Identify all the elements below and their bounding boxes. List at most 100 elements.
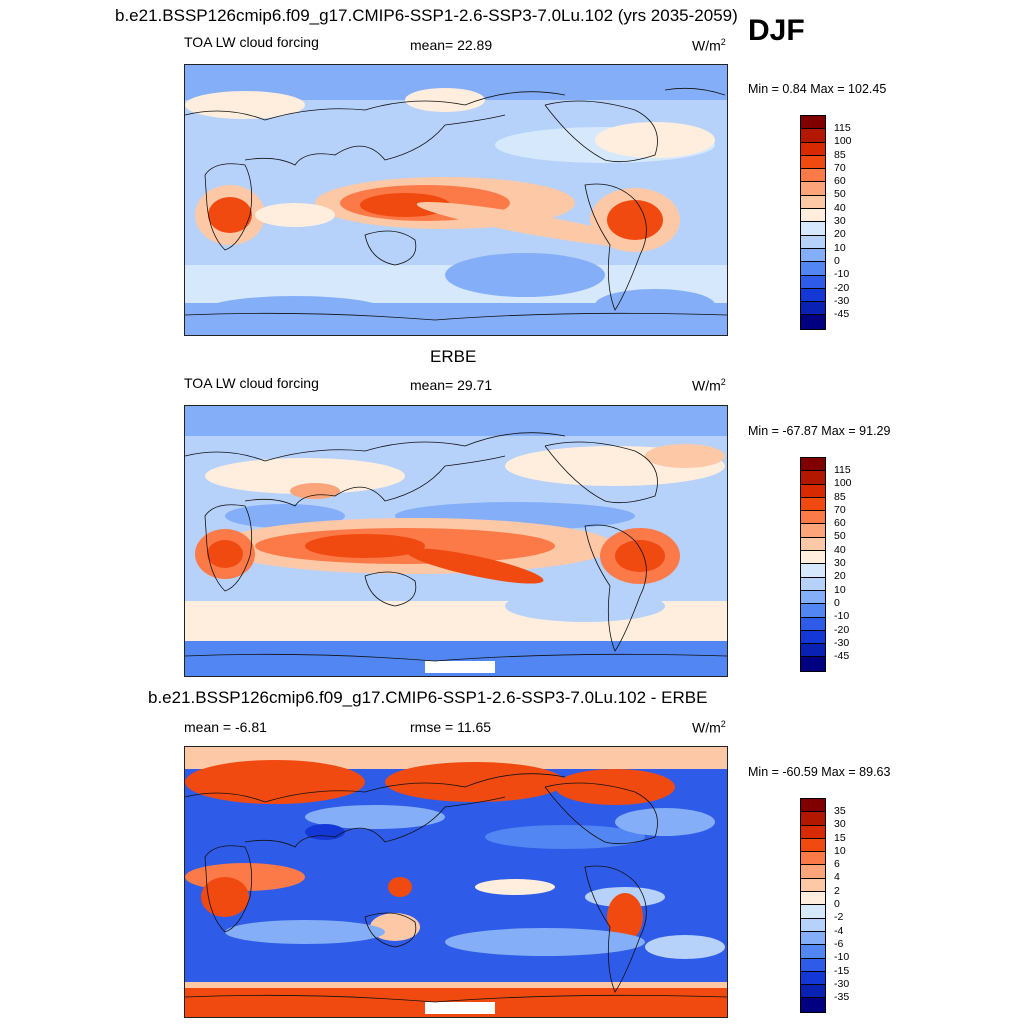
colorbar-tick-label: -10 (834, 268, 850, 281)
panel3-coastlines (185, 773, 727, 1003)
panel3-units: W/m2 (692, 719, 726, 736)
colorbar-tick-label: -30 (834, 977, 850, 990)
colorbar-tick-label: 60 (834, 517, 846, 530)
colorbar-swatch (801, 302, 825, 316)
colorbar-swatch (801, 222, 825, 236)
colorbar-tick-label: 115 (834, 122, 851, 134)
panel1-colorbar-ticks: 115 100 85 70 60 50 40 30 20 10 0 -10 -20 -30 -45 (834, 122, 852, 321)
colorbar-tick-label: -2 (834, 911, 844, 924)
colorbar-swatch (801, 511, 825, 525)
colorbar-tick-label: 30 (834, 215, 846, 228)
colorbar-tick-label: -20 (834, 281, 850, 294)
colorbar-swatch (801, 524, 825, 538)
panel3-rmse-label: rmse = 11.65 (410, 719, 492, 735)
colorbar-tick-label: 15 (834, 831, 846, 844)
colorbar-tick-label: -45 (834, 308, 850, 321)
panel1-colorbar (800, 115, 826, 330)
panel3-colorbar (800, 798, 826, 1013)
colorbar-swatch (801, 892, 825, 906)
panel2-title: ERBE (430, 347, 477, 366)
panel2-mean-label: mean= 29.71 (410, 377, 493, 393)
colorbar-swatch (801, 958, 825, 972)
colorbar-tick-label: 10 (834, 583, 846, 596)
colorbar-swatch (801, 169, 825, 183)
colorbar-tick-label: 30 (834, 818, 846, 831)
colorbar-tick-label: 70 (834, 503, 846, 516)
colorbar-swatch (801, 484, 825, 498)
panel2-variable-label: TOA LW cloud forcing (184, 375, 319, 391)
panel2-colorbar-ticks: 115 100 85 70 60 50 40 30 20 10 0 -10 -20 -30 -45 (834, 464, 852, 663)
colorbar-swatch (801, 617, 825, 631)
colorbar-tick-label: 0 (834, 898, 840, 911)
colorbar-swatch (801, 812, 825, 826)
panel2-minmax: Min = -67.87 Max = 91.29 (748, 424, 891, 438)
figure-title: b.e21.BSSP126cmip6.f09_g17.CMIP6-SSP1-2.… (115, 6, 738, 25)
colorbar-swatch (801, 590, 825, 605)
colorbar-tick-label: 70 (834, 161, 846, 174)
panel1-mean-label: mean= 22.89 (410, 37, 493, 53)
colorbar-swatch (801, 852, 825, 866)
colorbar-tick-label: 6 (834, 858, 840, 871)
colorbar-swatch (801, 931, 825, 946)
colorbar-swatch (801, 971, 825, 986)
panel3-map (184, 746, 728, 1018)
colorbar-swatch (801, 248, 825, 263)
colorbar-tick-label: 60 (834, 175, 846, 188)
colorbar-tick-label: 40 (834, 201, 846, 214)
colorbar-swatch (801, 315, 825, 329)
colorbar-tick-label: 10 (834, 844, 846, 857)
colorbar-tick-label: 100 (834, 477, 852, 490)
colorbar-tick-label: 20 (834, 228, 846, 241)
panel2-map (184, 405, 728, 677)
colorbar-swatch (801, 657, 825, 671)
panel1-map (184, 64, 728, 336)
colorbar-swatch (801, 838, 825, 853)
colorbar-tick-label: -35 (834, 991, 850, 1004)
colorbar-swatch (801, 604, 825, 618)
panel3-mean-label: mean = -6.81 (184, 719, 267, 735)
colorbar-tick-label: 0 (834, 254, 840, 267)
colorbar-swatch (801, 537, 825, 552)
colorbar-swatch (801, 551, 825, 565)
colorbar-swatch (801, 905, 825, 919)
panel1-variable-label: TOA LW cloud forcing (184, 34, 319, 50)
colorbar-tick-label: 40 (834, 543, 846, 556)
colorbar-swatch (801, 865, 825, 879)
colorbar-swatch (801, 998, 825, 1012)
colorbar-tick-label: 4 (834, 871, 840, 884)
colorbar-swatch (801, 497, 825, 512)
colorbar-swatch (801, 799, 825, 813)
colorbar-tick-label: 10 (834, 241, 846, 254)
colorbar-swatch (801, 577, 825, 591)
colorbar-swatch (801, 182, 825, 196)
colorbar-tick-label: 35 (834, 805, 846, 817)
colorbar-tick-label: 30 (834, 557, 846, 570)
season-label: DJF (748, 14, 805, 47)
colorbar-tick-label: 85 (834, 148, 846, 161)
colorbar-swatch (801, 155, 825, 170)
colorbar-tick-label: -30 (834, 294, 850, 307)
colorbar-swatch (801, 116, 825, 130)
colorbar-swatch (801, 288, 825, 303)
colorbar-swatch (801, 945, 825, 959)
colorbar-swatch (801, 458, 825, 472)
panel2-units: W/m2 (692, 377, 726, 394)
colorbar-tick-label: 50 (834, 188, 846, 201)
colorbar-tick-label: 100 (834, 135, 852, 148)
colorbar-swatch (801, 235, 825, 249)
panel3-minmax: Min = -60.59 Max = 89.63 (748, 765, 891, 779)
colorbar-tick-label: 20 (834, 570, 846, 583)
panel3-colorbar-ticks: 35 30 15 10 6 4 2 0 -2 -4 -6 -10 -15 -30 -35 (834, 805, 849, 1004)
colorbar-tick-label: -10 (834, 610, 850, 623)
colorbar-tick-label: 2 (834, 884, 840, 897)
colorbar-tick-label: 85 (834, 490, 846, 503)
colorbar-swatch (801, 564, 825, 578)
colorbar-tick-label: -4 (834, 924, 844, 937)
colorbar-tick-label: 50 (834, 530, 846, 543)
colorbar-tick-label: -45 (834, 650, 850, 663)
colorbar-swatch (801, 471, 825, 485)
colorbar-swatch (801, 918, 825, 932)
colorbar-swatch (801, 209, 825, 223)
colorbar-swatch (801, 275, 825, 289)
colorbar-swatch (801, 630, 825, 645)
